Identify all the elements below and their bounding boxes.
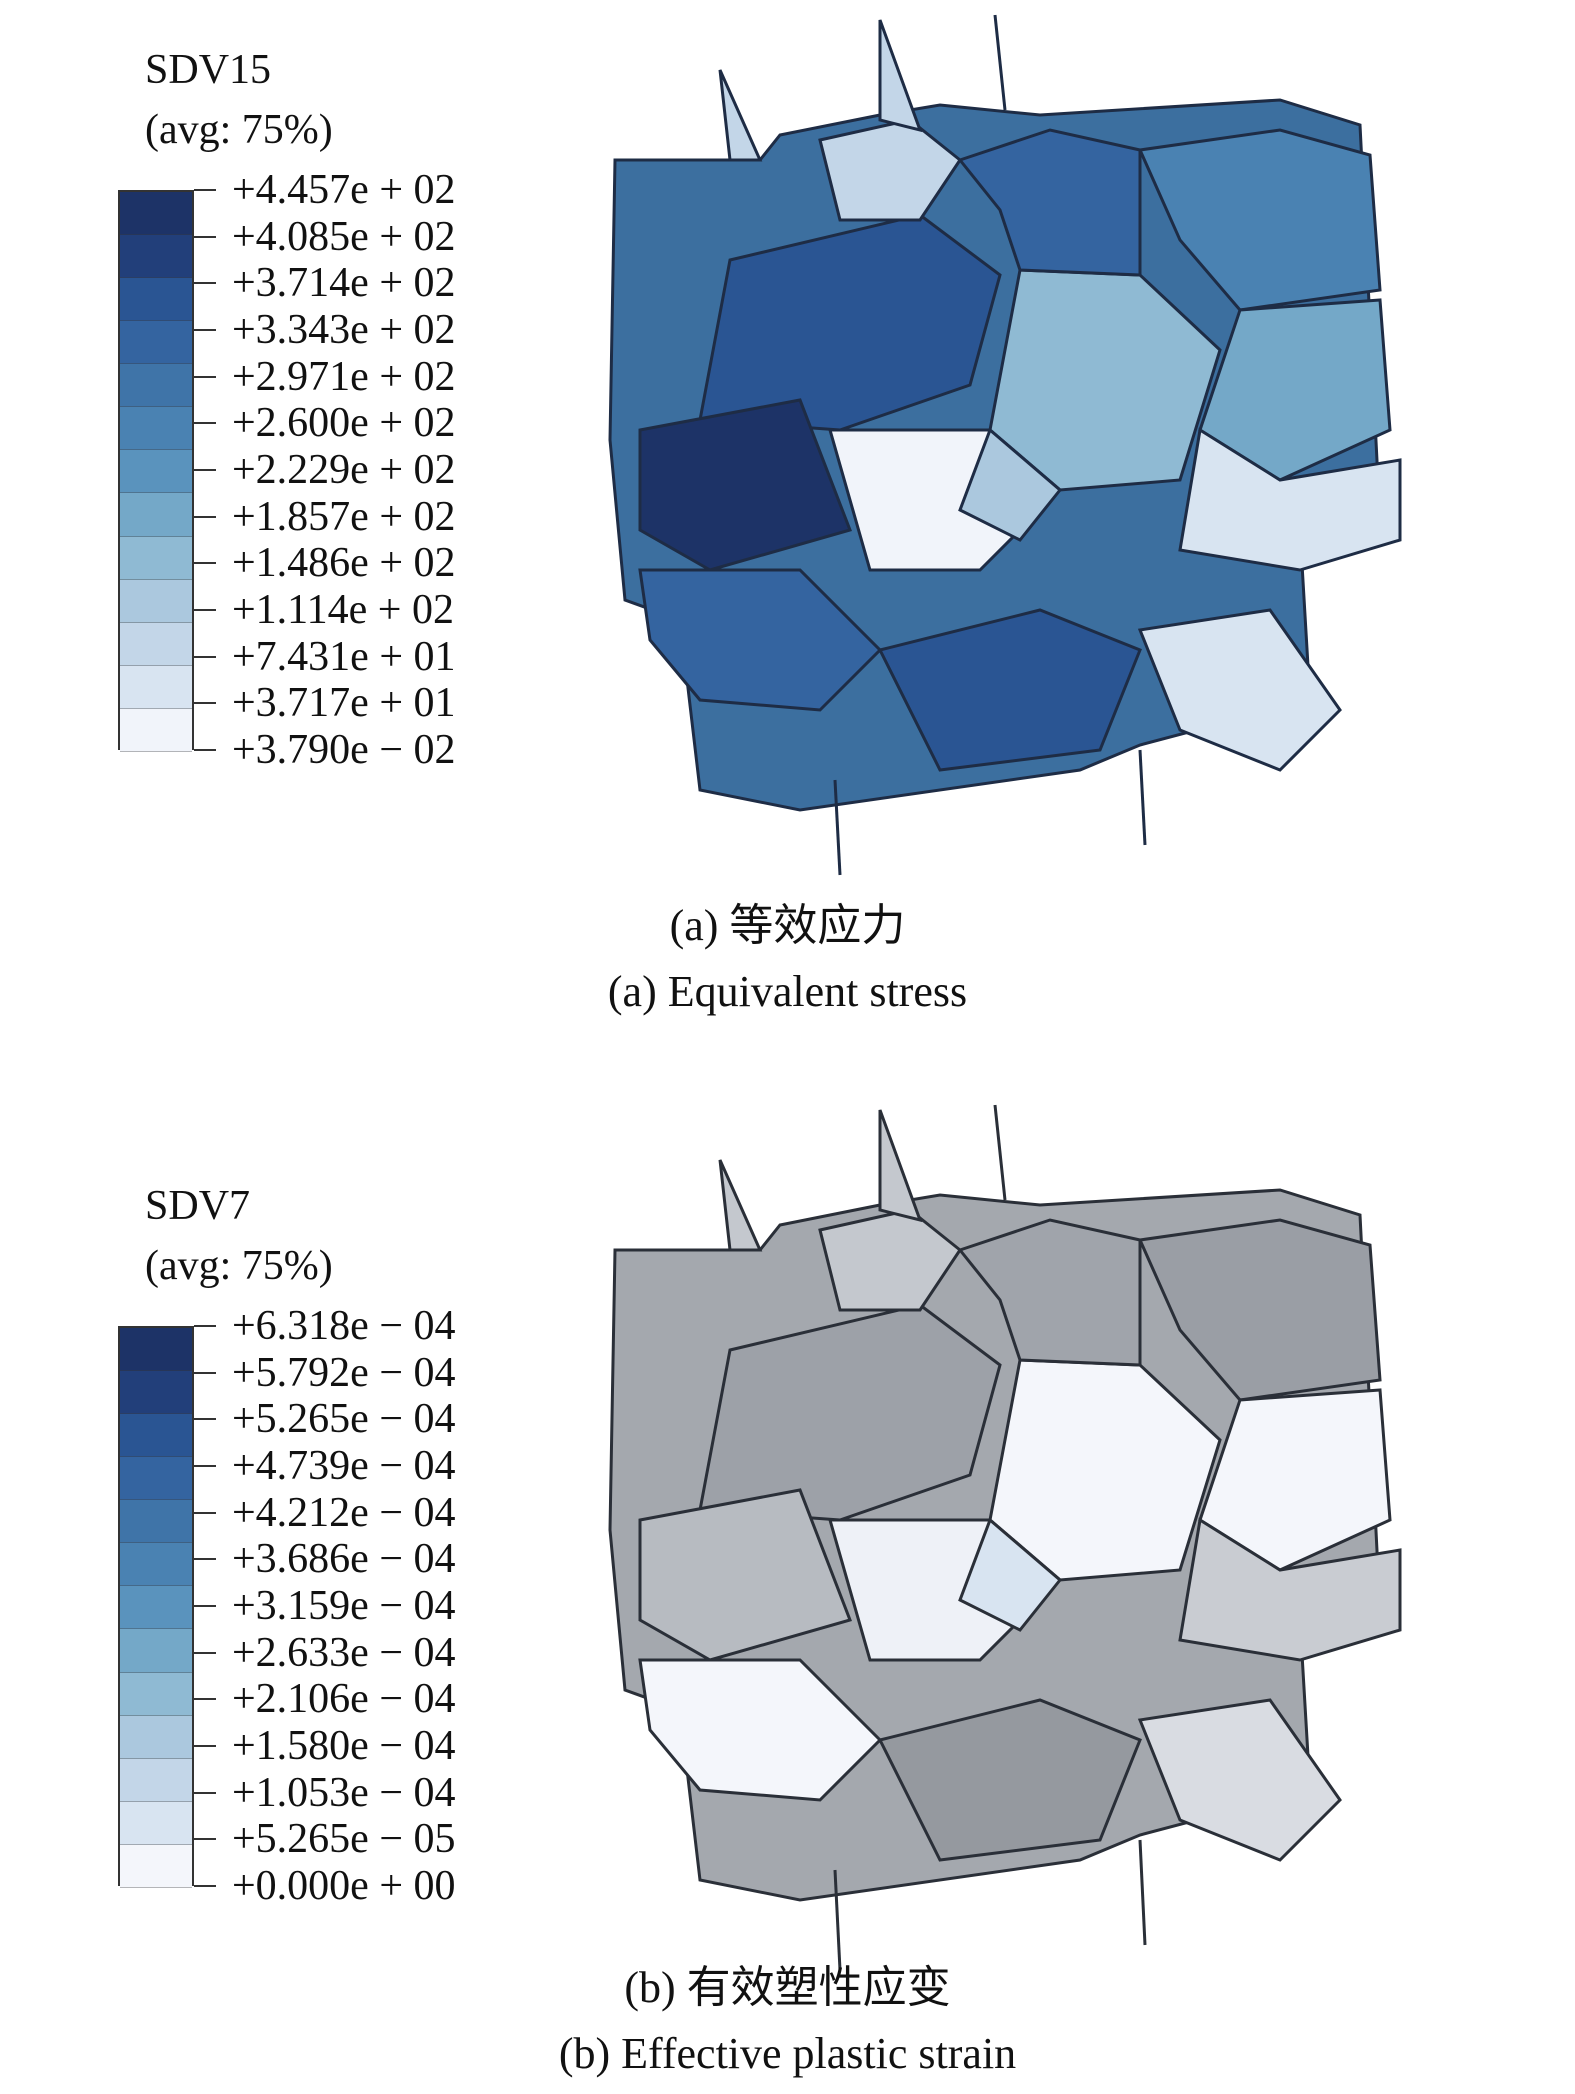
caption-a-chinese: (a) 等效应力 [669, 901, 906, 950]
legend-swatch [120, 321, 192, 365]
legend-swatch [120, 1371, 192, 1415]
legend-label: +1.486e + 02 [232, 540, 456, 587]
effective-plastic-strain-contour-image [608, 1104, 1402, 1971]
legend-tick [194, 1651, 216, 1654]
legend-swatch [120, 1586, 192, 1630]
legend-label: +3.343e + 02 [232, 307, 456, 353]
legend-label: +1.053e − 04 [232, 1769, 456, 1816]
legend-swatch [120, 1629, 192, 1673]
legend-swatch [120, 235, 192, 279]
legend-tick [194, 1791, 216, 1794]
legend-swatch [120, 1672, 192, 1716]
legend-swatch [120, 1801, 192, 1845]
legend-tick [194, 749, 216, 751]
legend-label: +3.714e + 02 [232, 260, 456, 307]
legend-swatch [120, 1758, 192, 1802]
caption-a-english: (a) Equivalent stress [607, 967, 968, 1016]
legend-label: +3.686e − 04 [232, 1536, 456, 1583]
legend-swatch [120, 493, 192, 537]
legend-tick [194, 1558, 216, 1561]
legend-swatch [120, 278, 192, 322]
legend-variable-a: SDV15 [145, 47, 272, 93]
panel-a: SDV15 (avg: 75%) +4.457e + 02 +4.085e + 0… [0, 0, 1575, 1040]
legend-variable-b: SDV7 [145, 1183, 251, 1229]
legend-tick [194, 375, 216, 378]
legend-tick [194, 1511, 216, 1514]
legend-tick [194, 1698, 216, 1701]
legend-label: +3.159e − 04 [232, 1583, 456, 1629]
legend-averaging-b: (avg: 75%) [145, 1243, 333, 1289]
legend-swatch [120, 536, 192, 580]
legend-tick [194, 609, 216, 611]
legend-label: +5.265e − 04 [232, 1396, 456, 1443]
legend-swatch [120, 1715, 192, 1759]
panel-b: SDV7 (avg: 75%) +6.318e − 04 +5.792e − 04… [0, 1040, 1575, 2094]
legend-tick [194, 189, 216, 191]
legend-label: +1.114e + 02 [232, 587, 454, 633]
equivalent-stress-contour-image [608, 14, 1402, 876]
legend-swatch [120, 1844, 192, 1888]
legend-tick [194, 1745, 216, 1747]
legend-tick [194, 655, 216, 658]
legend-swatch [120, 1457, 192, 1501]
legend-colorbar-a [118, 190, 194, 752]
legend-swatch [120, 364, 192, 408]
legend-swatch [120, 1414, 192, 1458]
legend-swatch [120, 708, 192, 752]
legend-label: +5.265e − 05 [232, 1816, 456, 1863]
legend-label: +3.790e − 02 [232, 727, 456, 773]
legend-swatch [120, 192, 192, 236]
legend-label: +4.457e + 02 [232, 167, 456, 213]
legend-tick [194, 1465, 216, 1467]
legend-tick [194, 515, 216, 518]
legend-label: +2.229e + 02 [232, 447, 456, 493]
legend-label: +4.739e − 04 [232, 1443, 456, 1489]
legend-label: +1.857e + 02 [232, 493, 456, 540]
legend-tick [194, 329, 216, 331]
legend-tick [194, 562, 216, 565]
legend-label: +2.633e − 04 [232, 1629, 456, 1676]
legend-tick [194, 422, 216, 425]
legend-tick [194, 1371, 216, 1374]
legend-averaging-a: (avg: 75%) [145, 107, 333, 153]
caption-b-english: (b) Effective plastic strain [558, 2029, 1017, 2078]
legend-swatch [120, 1328, 192, 1372]
legend-tick [194, 235, 216, 238]
legend-label: +5.792e − 04 [232, 1349, 456, 1396]
legend-tick [194, 469, 216, 471]
legend-label: +2.106e − 04 [232, 1676, 456, 1723]
legend-label: +1.580e − 04 [232, 1723, 456, 1769]
legend-tick [194, 1885, 216, 1887]
legend-swatch [120, 1500, 192, 1544]
caption-b-chinese: (b) 有效塑性应变 [624, 1963, 951, 2012]
legend-label: +2.600e + 02 [232, 400, 456, 447]
legend-label: +6.318e − 04 [232, 1303, 456, 1349]
legend-tick [194, 1605, 216, 1607]
legend-label: +4.212e − 04 [232, 1489, 456, 1536]
legend-swatch [120, 665, 192, 709]
legend-swatch [120, 450, 192, 494]
legend-swatch [120, 622, 192, 666]
legend-swatch [120, 1543, 192, 1587]
legend-tick [194, 282, 216, 285]
legend-label: +0.000e + 00 [232, 1863, 456, 1909]
legend-label: +7.431e + 01 [232, 633, 456, 680]
legend-tick [194, 1838, 216, 1841]
legend-swatch [120, 579, 192, 623]
legend-tick [194, 1325, 216, 1327]
legend-swatch [120, 407, 192, 451]
legend-tick [194, 702, 216, 705]
legend-label: +4.085e + 02 [232, 213, 456, 260]
legend-tick [194, 1418, 216, 1421]
legend-label: +2.971e + 02 [232, 353, 456, 400]
legend-label: +3.717e + 01 [232, 680, 456, 727]
legend-colorbar-b [118, 1326, 194, 1888]
